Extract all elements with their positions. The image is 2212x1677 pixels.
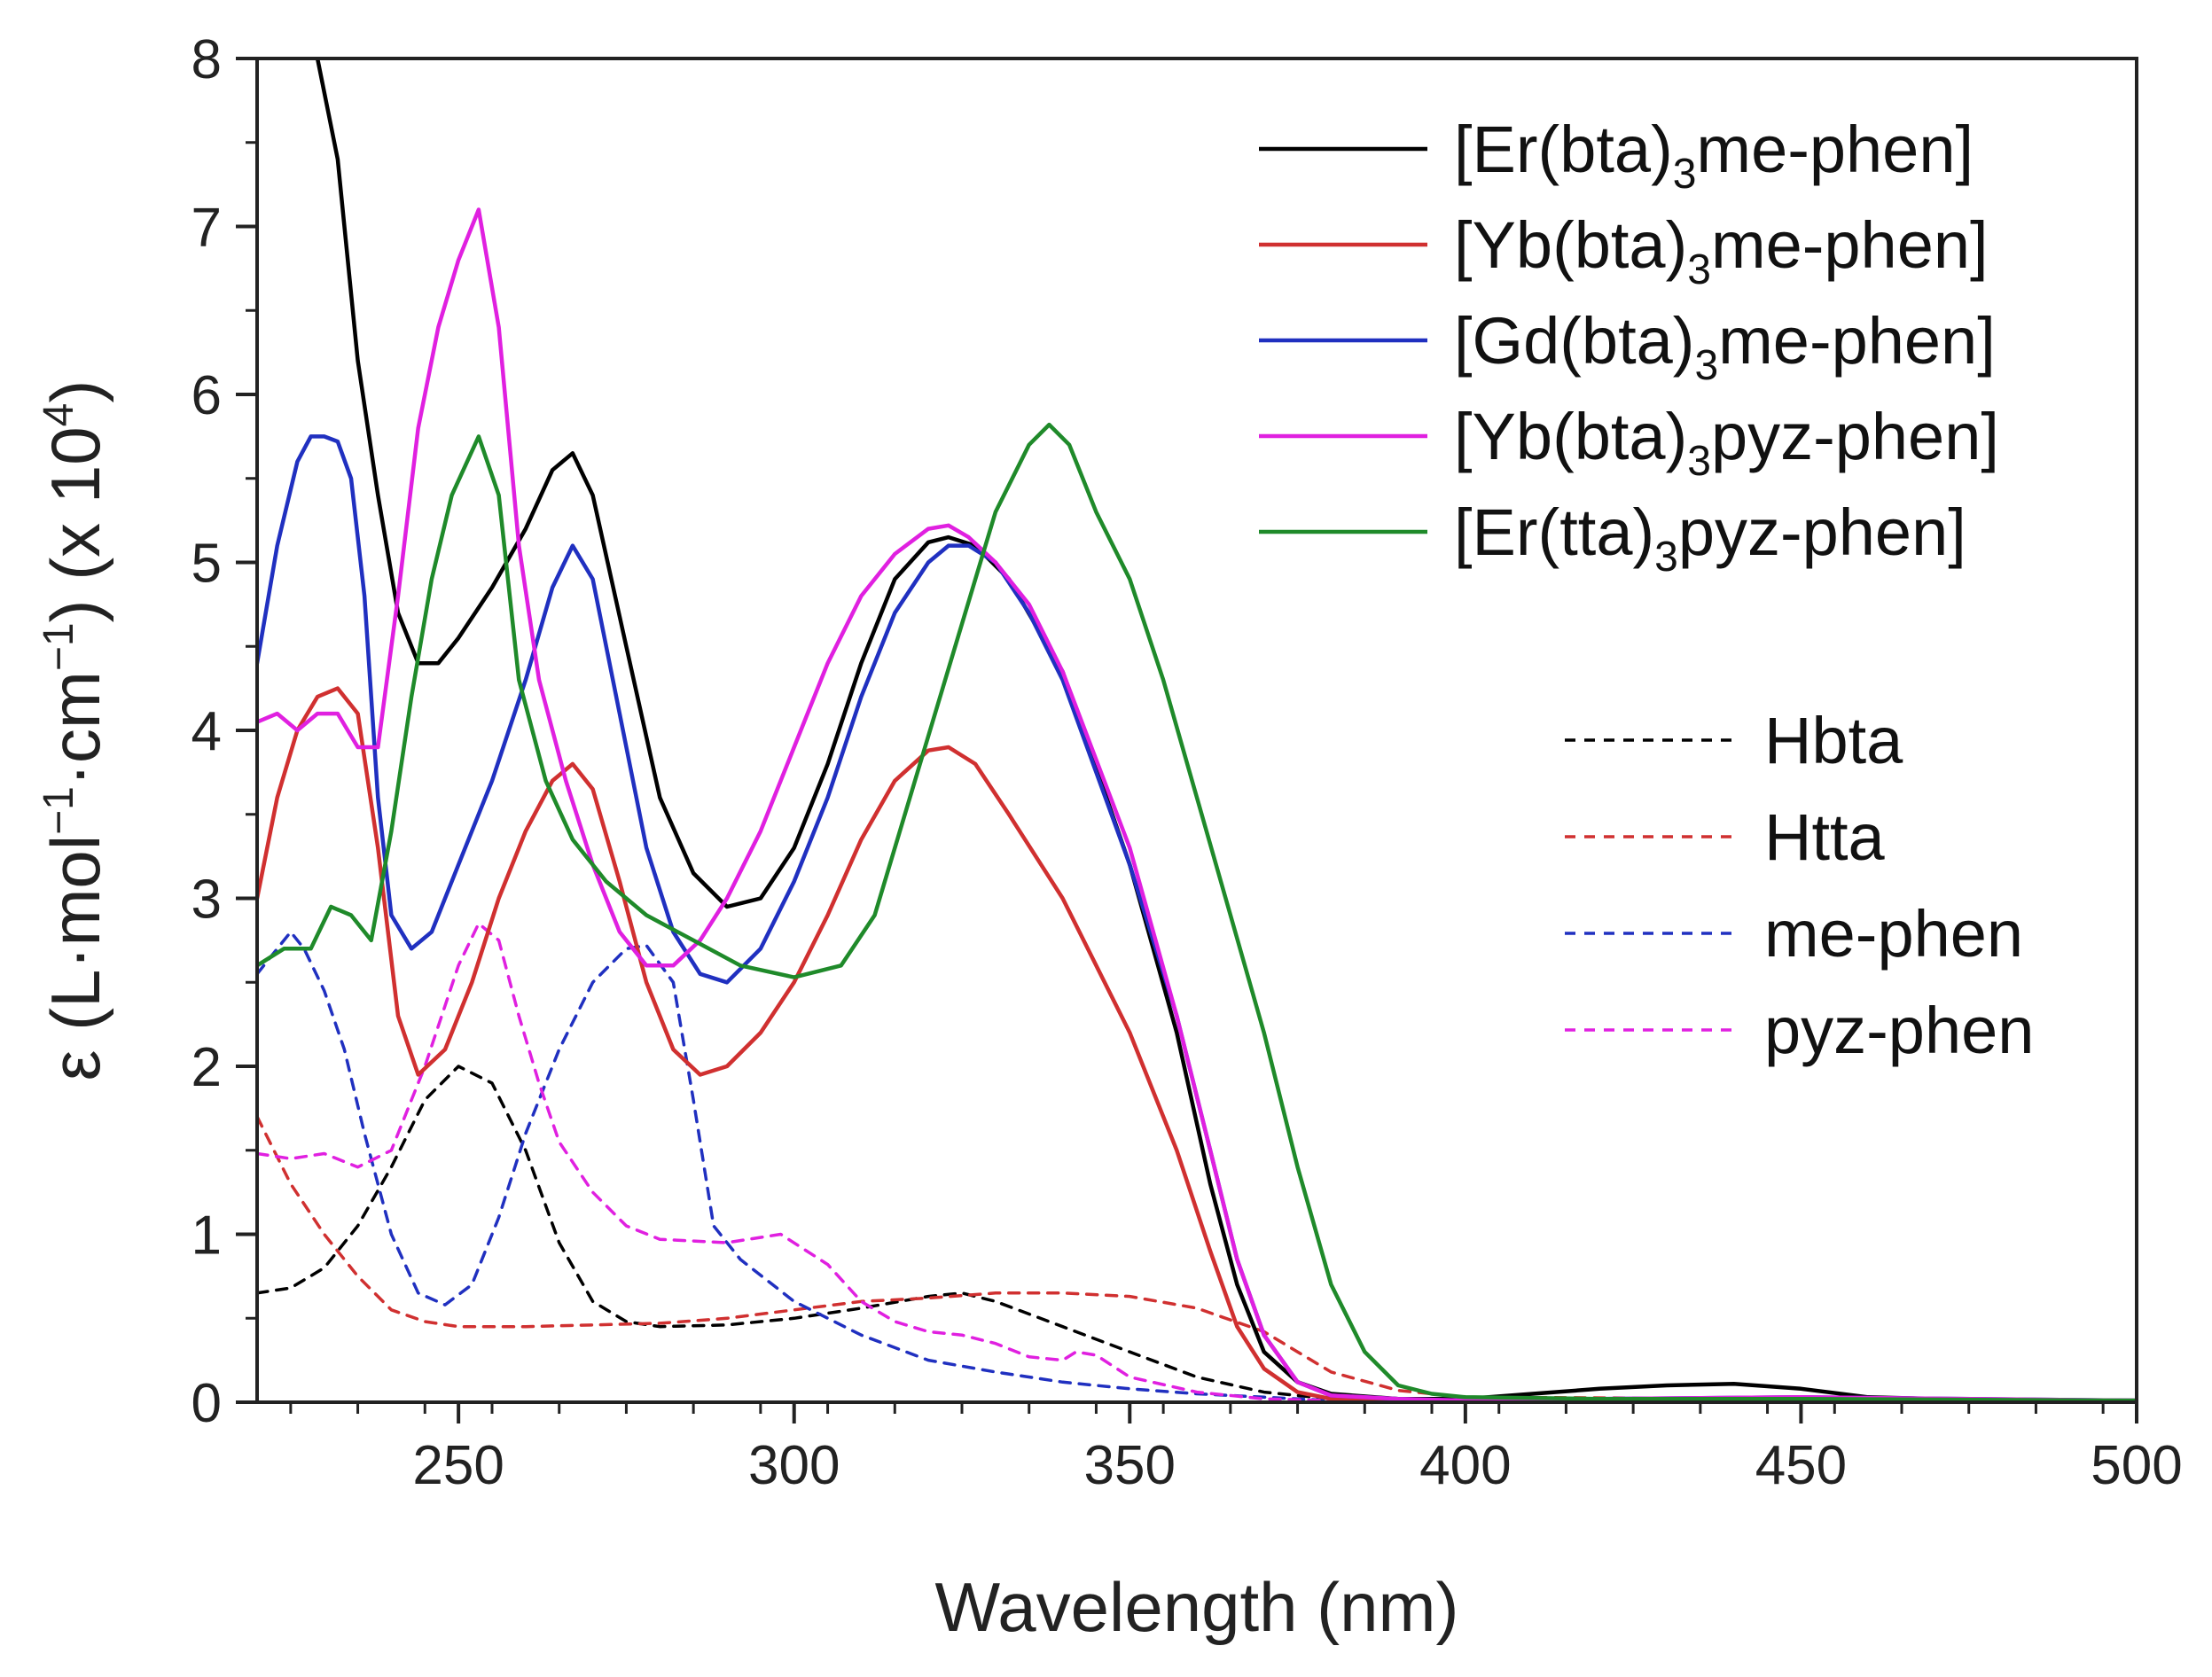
legend-label: [Gd(bta)3me-phen] <box>1454 304 1996 389</box>
legend-label: pyz-phen <box>1764 994 2034 1067</box>
legend-label: [Yb(bta)3me-phen] <box>1454 208 1989 293</box>
y-axis-title: ε (L·mol−1·cm−1) (x 104) <box>35 380 114 1081</box>
legend-label: Hbta <box>1764 704 1903 777</box>
y-axis-title-exp2: −1 <box>35 622 82 671</box>
x-tick-label: 450 <box>1755 1435 1847 1496</box>
legend: [Er(bta)3me-phen] [Yb(bta)3me-phen] [Gd(bt… <box>1259 113 2034 1067</box>
y-tick-label: 5 <box>191 534 222 595</box>
x-tick-label: 250 <box>412 1435 504 1496</box>
y-axis-title-mid: ·cm <box>36 671 114 786</box>
series-line-htta <box>257 1115 2137 1402</box>
x-tick-label: 400 <box>1419 1435 1511 1496</box>
x-axis-title: Wavelength (nm) <box>935 1568 1459 1646</box>
y-tick-label: 1 <box>191 1205 222 1267</box>
series-line-er-bta-3me-phen <box>315 58 2137 1402</box>
y-tick-label: 6 <box>191 365 222 426</box>
legend-label: [Er(bta)3me-phen] <box>1454 113 1974 198</box>
legend-label: me-phen <box>1764 897 2023 971</box>
series-layer <box>257 58 2137 1402</box>
y-tick-label: 8 <box>191 29 222 90</box>
y-tick-label: 4 <box>191 701 222 762</box>
y-axis-title-prefix: ε (L·mol <box>36 835 114 1080</box>
series-line-pyz-phen <box>257 922 2137 1402</box>
y-axis-title-exp1: −1 <box>35 786 82 835</box>
legend-label: [Yb(bta)3pyz-phen] <box>1454 400 1999 485</box>
y-axis-title-exp3: 4 <box>35 403 82 427</box>
ticks-layer: 250 300 350 400 450 500 0 1 2 3 4 5 6 7 8 <box>191 29 2183 1496</box>
x-tick-label: 350 <box>1084 1435 1176 1496</box>
y-axis-title-after: ) (x 10 <box>36 426 114 622</box>
series-line-yb-bta-3me-phen <box>257 686 2137 1402</box>
series-line-yb-bta-3pyz-phen <box>257 207 2137 1402</box>
x-tick-label: 300 <box>748 1435 840 1496</box>
y-axis-title-suffix: ) <box>36 380 114 403</box>
legend-label: Htta <box>1764 800 1886 874</box>
y-tick-label: 0 <box>191 1373 222 1434</box>
series-line-er-tta-3pyz-phen <box>257 422 2137 1402</box>
y-tick-label: 7 <box>191 198 222 259</box>
y-tick-label: 3 <box>191 870 222 931</box>
legend-label: [Er(tta)3pyz-phen] <box>1454 495 1966 581</box>
y-tick-label: 2 <box>191 1037 222 1098</box>
x-tick-label: 500 <box>2091 1435 2182 1496</box>
series-line-hbta <box>257 1065 2137 1402</box>
